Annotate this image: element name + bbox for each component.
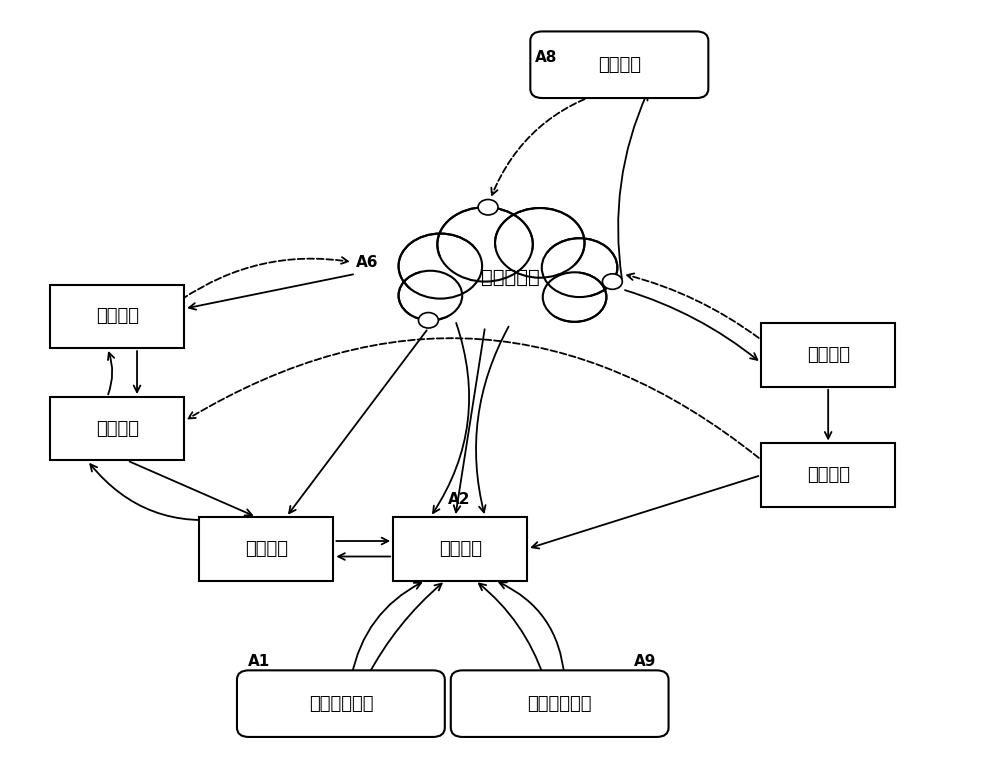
- Text: 用户中心: 用户中心: [598, 55, 641, 74]
- Text: 边缘结点: 边缘结点: [807, 466, 850, 484]
- Text: 交通信号设备: 交通信号设备: [527, 695, 592, 713]
- Circle shape: [542, 238, 617, 297]
- Text: A6: A6: [356, 255, 378, 270]
- Bar: [761, 444, 895, 507]
- Bar: [761, 324, 895, 387]
- Text: 边缘结点: 边缘结点: [96, 307, 139, 325]
- Text: 云端服务器: 云端服务器: [481, 268, 539, 287]
- Text: 边缘结点: 边缘结点: [439, 540, 482, 558]
- Text: 边缘结点: 边缘结点: [807, 346, 850, 364]
- Text: 边缘结点: 边缘结点: [96, 420, 139, 438]
- Text: A9: A9: [634, 654, 657, 669]
- Circle shape: [418, 313, 438, 328]
- Bar: [199, 517, 333, 580]
- Circle shape: [478, 200, 498, 215]
- Bar: [50, 285, 184, 348]
- Ellipse shape: [413, 243, 587, 305]
- Bar: [50, 397, 184, 460]
- FancyBboxPatch shape: [451, 670, 669, 737]
- Text: A2: A2: [448, 492, 471, 507]
- Circle shape: [543, 272, 606, 322]
- Ellipse shape: [420, 247, 580, 300]
- Circle shape: [437, 207, 533, 282]
- Circle shape: [399, 233, 482, 299]
- Text: A1: A1: [248, 654, 271, 669]
- Text: 道路监控设备: 道路监控设备: [309, 695, 373, 713]
- Text: 边缘结点: 边缘结点: [245, 540, 288, 558]
- Text: A8: A8: [535, 51, 557, 66]
- Circle shape: [399, 271, 462, 321]
- FancyBboxPatch shape: [411, 278, 590, 317]
- Circle shape: [602, 274, 622, 289]
- FancyBboxPatch shape: [530, 31, 708, 98]
- Circle shape: [495, 208, 585, 278]
- FancyBboxPatch shape: [237, 670, 445, 737]
- Bar: [393, 517, 527, 580]
